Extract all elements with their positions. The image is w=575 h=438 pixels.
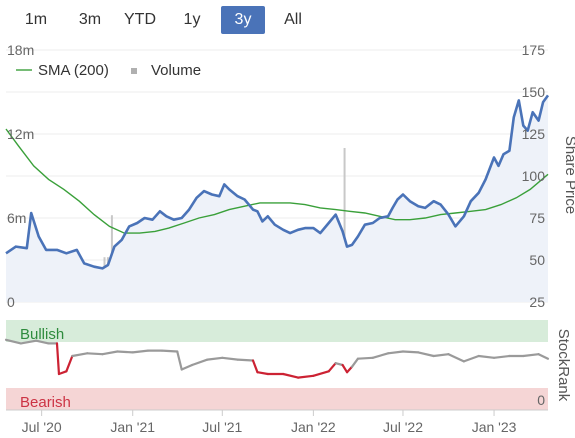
volume-legend-label: Volume <box>151 62 201 79</box>
stockrank-panel: Bullish Bearish 0 StockRank <box>4 320 572 411</box>
share-price-tick-75: 75 <box>529 210 545 226</box>
share-price-tick-25: 25 <box>529 294 545 310</box>
stockrank-segment <box>312 370 330 377</box>
share-price-tick-50: 50 <box>529 252 545 268</box>
stockrank-segment <box>477 354 496 359</box>
stockrank-segment <box>432 353 450 358</box>
volume-tick-12m: 12m <box>7 126 34 142</box>
stockrank-segment <box>387 350 405 355</box>
tab-1y[interactable]: 1y <box>183 11 201 28</box>
volume-tick-0: 0 <box>7 294 15 310</box>
stockrank-segment <box>4 338 22 345</box>
stockrank-segment <box>282 372 300 379</box>
stockrank-segment <box>341 363 349 374</box>
x-axis: Jul '20 Jan '21 Jul '21 Jan '22 Jul '22 Jan '… <box>6 409 548 435</box>
stockrank-line <box>4 338 550 379</box>
share-price-axis-title: Share Price <box>562 136 575 214</box>
bearish-zone-label: Bearish <box>20 394 71 411</box>
stockrank-segment <box>206 356 224 361</box>
x-tick-label: Jul '21 <box>202 419 242 435</box>
stockrank-segment <box>180 363 194 371</box>
stockrank-segment <box>371 352 390 359</box>
bullish-band <box>6 320 548 342</box>
bearish-band <box>6 388 548 410</box>
stockrank-segment <box>160 349 179 353</box>
share-price-tick-175: 175 <box>522 42 546 58</box>
x-tick-label: Jul '22 <box>383 419 423 435</box>
stockrank-segment <box>345 365 354 374</box>
stockrank-segment <box>522 353 540 358</box>
tab-all[interactable]: All <box>284 11 302 28</box>
price-panel: 25 50 75 100 125 150 175 0 6m 12m 18m Share Price <box>5 42 575 310</box>
tab-1m[interactable]: 1m <box>24 11 48 28</box>
stockrank-segment <box>65 354 74 373</box>
stockrank-segment <box>86 352 104 356</box>
stockrank-segment <box>236 358 255 362</box>
volume-axis: 0 6m 12m 18m <box>7 42 34 310</box>
volume-tick-18m: 18m <box>7 42 34 58</box>
price-area <box>6 95 548 303</box>
stockrank-segment <box>71 352 89 358</box>
range-tabs: 1m 3m YTD 1y 3y All <box>0 6 320 36</box>
volume-tick-6m: 6m <box>7 210 26 226</box>
stockrank-segment <box>334 362 344 367</box>
share-price-axis: 25 50 75 100 125 150 175 <box>522 42 546 310</box>
stockrank-segment <box>55 342 61 376</box>
stockrank-axis-title: StockRank <box>555 329 572 402</box>
x-tick-label: Jul '20 <box>22 419 62 435</box>
stockrank-segment <box>447 353 465 363</box>
stockrank-axis-tick-0: 0 <box>537 392 545 408</box>
stockrank-segment <box>101 350 119 356</box>
stockrank-segment <box>462 354 480 363</box>
stockrank-segment <box>35 339 50 345</box>
tab-3m[interactable]: 3m <box>78 11 102 28</box>
stockrank-segment <box>296 374 315 379</box>
share-price-tick-125: 125 <box>522 126 546 142</box>
stockrank-segment <box>116 350 134 354</box>
stockrank-segment <box>401 350 420 354</box>
x-tick-label: Jan '23 <box>472 419 517 435</box>
sma-200-line <box>5 128 549 234</box>
stockrank-segment <box>221 356 239 361</box>
stockrank-segment <box>492 354 511 359</box>
stockrank-segment <box>57 370 68 376</box>
stockrank-segment <box>327 362 337 373</box>
stockrank-segment <box>356 356 374 360</box>
stockrank-segment <box>251 359 259 374</box>
volume-legend-swatch <box>131 68 137 74</box>
stockrank-segment <box>256 371 269 376</box>
share-price-tick-150: 150 <box>522 84 546 100</box>
stockrank-segment <box>191 358 209 367</box>
stockrank-segment <box>131 349 150 354</box>
x-tick-label: Jan '22 <box>291 419 336 435</box>
sma-legend-label: SMA (200) <box>38 62 109 79</box>
tab-3y[interactable]: 3y <box>221 6 265 34</box>
share-price-tick-100: 100 <box>522 168 546 184</box>
bullish-zone-label: Bullish <box>20 326 64 343</box>
stockrank-segment <box>537 353 550 360</box>
stockrank-segment <box>350 357 360 368</box>
share-price-line <box>5 94 550 270</box>
stockrank-segment <box>417 351 435 358</box>
tab-ytd[interactable]: YTD <box>124 11 156 28</box>
legend: SMA (200) Volume <box>16 62 201 79</box>
x-tick-label: Jan '21 <box>110 419 155 435</box>
stockrank-segment <box>19 339 38 345</box>
stockrank-segment <box>176 350 183 371</box>
volume-bar <box>343 148 346 302</box>
